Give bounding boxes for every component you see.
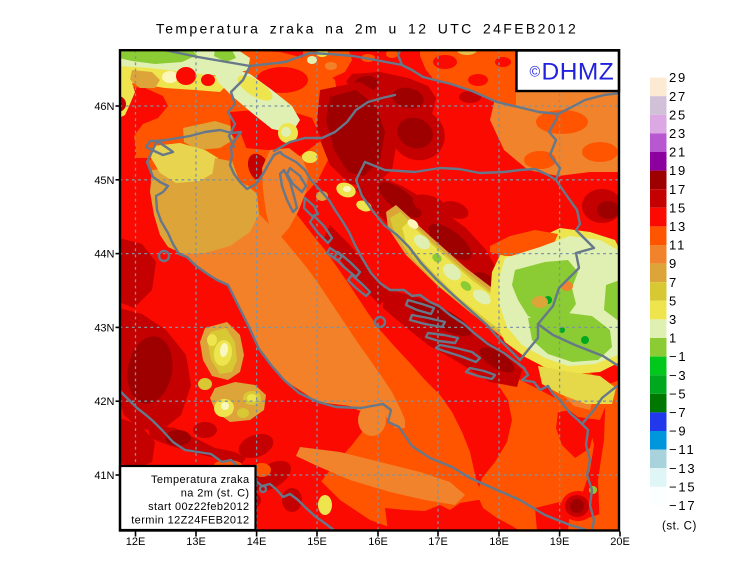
svg-text:18E: 18E: [489, 536, 509, 548]
svg-text:13E: 13E: [186, 536, 206, 548]
svg-text:(st. C): (st. C): [662, 521, 697, 533]
svg-text:Temperatura zraka na 2m u 12 U: Temperatura zraka na 2m u 12 UTC 24FEB20…: [156, 21, 578, 37]
svg-text:19: 19: [669, 163, 687, 178]
svg-text:44N: 44N: [94, 249, 114, 261]
svg-text:start 00z22feb2012: start 00z22feb2012: [148, 501, 249, 513]
svg-text:23: 23: [669, 126, 687, 141]
svg-text:1: 1: [669, 331, 678, 346]
svg-text:14E: 14E: [247, 536, 267, 548]
svg-text:DHMZ: DHMZ: [542, 59, 615, 86]
svg-text:Temperatura zraka: Temperatura zraka: [151, 474, 250, 486]
svg-text:42N: 42N: [94, 396, 114, 408]
svg-text:9: 9: [669, 256, 678, 271]
svg-text:41N: 41N: [94, 470, 114, 482]
svg-text:−17: −17: [669, 498, 696, 513]
svg-text:12E: 12E: [126, 536, 146, 548]
svg-text:27: 27: [669, 89, 687, 104]
svg-text:11: 11: [669, 238, 686, 253]
svg-text:−11: −11: [669, 442, 696, 457]
svg-text:−9: −9: [669, 424, 687, 439]
svg-text:17: 17: [669, 182, 687, 197]
svg-text:−15: −15: [669, 479, 696, 494]
svg-text:5: 5: [669, 293, 678, 308]
svg-text:−1: −1: [669, 349, 687, 364]
svg-text:13: 13: [669, 219, 687, 234]
svg-text:15: 15: [669, 200, 687, 215]
svg-text:−7: −7: [669, 405, 687, 420]
svg-text:©: ©: [530, 65, 541, 81]
svg-text:7: 7: [669, 275, 678, 290]
svg-text:−5: −5: [669, 386, 687, 401]
svg-text:19E: 19E: [550, 536, 570, 548]
svg-text:termin 12Z24FEB2012: termin 12Z24FEB2012: [131, 515, 249, 527]
svg-text:3: 3: [669, 312, 678, 327]
svg-text:21: 21: [669, 145, 687, 160]
svg-text:20E: 20E: [610, 536, 630, 548]
svg-text:17E: 17E: [428, 536, 448, 548]
svg-text:25: 25: [669, 107, 687, 122]
svg-text:na 2m (st. C): na 2m (st. C): [181, 488, 250, 500]
svg-text:15E: 15E: [307, 536, 327, 548]
svg-text:29: 29: [669, 70, 687, 85]
svg-text:16E: 16E: [368, 536, 388, 548]
svg-text:46N: 46N: [94, 101, 114, 113]
svg-text:−13: −13: [669, 461, 696, 476]
svg-text:43N: 43N: [94, 322, 114, 334]
svg-text:−3: −3: [669, 368, 687, 383]
svg-text:45N: 45N: [94, 175, 114, 187]
